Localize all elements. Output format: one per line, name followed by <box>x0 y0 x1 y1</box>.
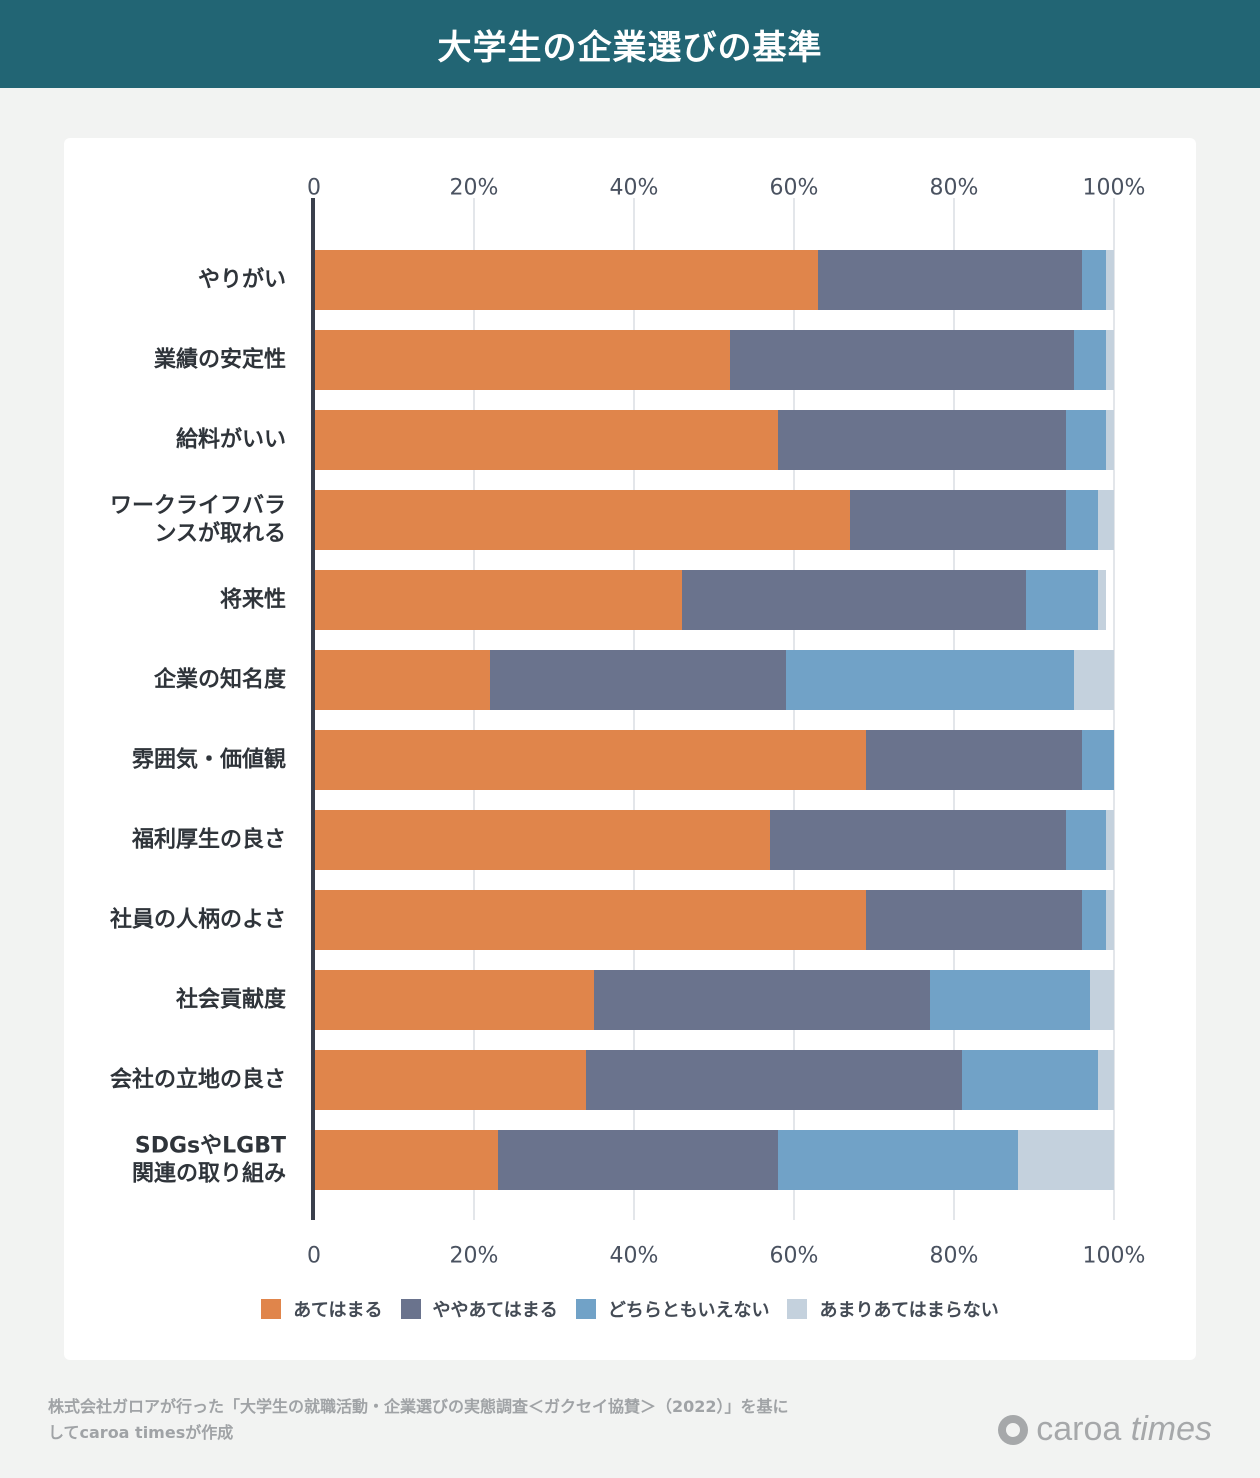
bar-segment <box>1066 410 1106 470</box>
x-tick-label-top: 0 <box>307 176 321 201</box>
bar-segment <box>1106 250 1114 310</box>
legend-label: あまりあてはまらない <box>819 1300 999 1321</box>
legend-label: あてはまる <box>293 1300 383 1321</box>
bar-segment <box>314 730 866 790</box>
bar-segment <box>1098 1050 1114 1110</box>
legend-item: あてはまる <box>261 1296 383 1322</box>
x-tick-label-top: 40% <box>610 176 659 201</box>
x-tick-label-bottom: 100% <box>1083 1244 1146 1269</box>
bar-segment <box>1082 730 1114 790</box>
brand-name-times: times <box>1130 1410 1212 1448</box>
bar-segment <box>314 330 730 390</box>
bar-segment <box>866 890 1082 950</box>
bar-segment <box>1018 1130 1114 1190</box>
bar-segment <box>778 410 1066 470</box>
caroa-logo-icon <box>998 1414 1029 1445</box>
bar-segment <box>1106 410 1114 470</box>
source-note-line-1: 株式会社ガロアが行った「大学生の就職活動・企業選びの実態調査＜ガクセイ協賛＞（2… <box>48 1397 789 1416</box>
bar-segment <box>314 250 818 310</box>
bar-segment <box>1098 570 1106 630</box>
x-tick-label-top: 100% <box>1083 176 1146 201</box>
legend-label: どちらともいえない <box>607 1300 770 1321</box>
bar-segment <box>850 490 1066 550</box>
x-tick-label-top: 60% <box>770 176 819 201</box>
bar-segment <box>1082 890 1106 950</box>
category-label: ンスが取れる <box>154 521 286 547</box>
bar-segment <box>1106 810 1114 870</box>
bar-segment <box>1082 250 1106 310</box>
category-label: ワークライフバラ <box>110 494 286 519</box>
legend-item: あまりあてはまらない <box>787 1296 999 1322</box>
category-label: やりがい <box>198 267 286 293</box>
bar-segment <box>314 890 866 950</box>
bar-segment <box>1106 890 1114 950</box>
brand-name-caroa: caroa <box>1036 1410 1131 1448</box>
bar-segment <box>498 1130 778 1190</box>
category-label: SDGsやLGBT <box>135 1134 286 1159</box>
x-tick-label-bottom: 20% <box>450 1244 499 1269</box>
category-label: 福利厚生の良さ <box>131 827 286 853</box>
x-tick-label-bottom: 60% <box>770 1244 819 1269</box>
bar-segment <box>586 1050 962 1110</box>
stacked-bar-chart: やりがい業績の安定性給料がいいワークライフバランスが取れる将来性企業の知名度雰囲… <box>110 176 1146 1269</box>
category-label: 関連の取り組み <box>132 1161 286 1187</box>
category-label: 社員の人柄のよさ <box>110 907 286 933</box>
legend-swatch <box>575 1299 596 1319</box>
header-banner: 大学生の企業選びの基準 <box>0 0 1260 88</box>
bar-segment <box>682 570 1026 630</box>
bar-segment <box>866 730 1082 790</box>
x-tick-label-bottom: 40% <box>610 1244 659 1269</box>
category-label: 会社の立地の良さ <box>110 1067 286 1093</box>
legend-swatch <box>400 1299 421 1319</box>
bar-segment <box>1074 330 1106 390</box>
x-tick-label-bottom: 0 <box>307 1244 321 1269</box>
category-label: 給料がいい <box>176 427 286 453</box>
source-note: 株式会社ガロアが行った「大学生の就職活動・企業選びの実態調査＜ガクセイ協賛＞（2… <box>48 1394 948 1446</box>
bar-segment <box>1026 570 1098 630</box>
x-tick-label-top: 80% <box>930 176 979 201</box>
bar-segment <box>490 650 786 710</box>
bar-segment <box>1098 490 1114 550</box>
bar-segment <box>1074 650 1114 710</box>
bar-segment <box>930 970 1090 1030</box>
bar-segment <box>594 970 930 1030</box>
legend-label: ややあてはまる <box>432 1300 558 1321</box>
bar-segment <box>314 490 850 550</box>
legend-item: ややあてはまる <box>400 1296 558 1322</box>
bar-segment <box>1066 490 1098 550</box>
category-label: 業績の安定性 <box>154 347 286 373</box>
bar-segment <box>1106 330 1114 390</box>
bar-segment <box>1090 970 1114 1030</box>
bar-segment <box>962 1050 1098 1110</box>
x-tick-label-bottom: 80% <box>930 1244 979 1269</box>
bar-segment <box>314 570 682 630</box>
category-label: 将来性 <box>220 587 286 613</box>
bar-segment <box>1066 810 1106 870</box>
category-label: 雰囲気・価値観 <box>132 747 286 773</box>
bar-segment <box>770 810 1066 870</box>
chart-panel: やりがい業績の安定性給料がいいワークライフバラ ンスが取れる将来性企業の知名度雰囲… <box>64 138 1196 1360</box>
legend-swatch <box>787 1299 808 1319</box>
legend-item: どちらともいえない <box>575 1296 770 1322</box>
x-tick-label-top: 20% <box>450 176 499 201</box>
bar-segment <box>818 250 1082 310</box>
bar-segment <box>778 1130 1018 1190</box>
bar-segment <box>314 1130 498 1190</box>
brand-logo: caroa times <box>998 1410 1212 1449</box>
category-label: 企業の知名度 <box>153 667 287 693</box>
bar-segment <box>786 650 1074 710</box>
category-label: 社会貢献度 <box>176 987 287 1013</box>
source-note-line-2: してcaroa timesが作成 <box>48 1423 234 1442</box>
bar-segment <box>730 330 1074 390</box>
bar-segment <box>314 410 778 470</box>
bar-segment <box>314 970 594 1030</box>
bar-segment <box>314 1050 586 1110</box>
legend-swatch <box>261 1299 282 1319</box>
legend: あてはまる ややあてはまる どちらともいえない あまりあてはまらない <box>0 1296 1260 1322</box>
bar-segment <box>314 810 770 870</box>
bar-segment <box>314 650 490 710</box>
page-title: 大学生の企業選びの基準 <box>437 27 823 68</box>
brand-text: caroa times <box>1036 1410 1212 1449</box>
